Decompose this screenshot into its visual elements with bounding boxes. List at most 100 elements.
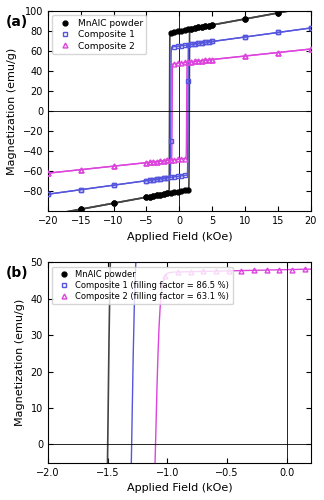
- Composite 1 (filling factor = 86.5 %): [252, 206, 256, 212]
- MnAlC powder: [163, 154, 167, 160]
- Composite 2: [176, 60, 179, 66]
- Y-axis label: Magnetization (emu/g): Magnetization (emu/g): [7, 48, 17, 174]
- MnAlC powder: [155, 192, 159, 198]
- Composite 1: [112, 182, 116, 188]
- Composite 1: [162, 176, 166, 182]
- Composite 1: [203, 40, 207, 46]
- MnAlC powder: [179, 28, 183, 34]
- Composite 2: [203, 58, 207, 64]
- Composite 2: [148, 160, 152, 166]
- MnAlC powder: [203, 23, 207, 29]
- MnAlC powder: [112, 200, 116, 206]
- Composite 1 (filling factor = 86.5 %): [163, 208, 167, 214]
- Composite 1: [179, 43, 183, 49]
- Composite 1: [79, 186, 83, 192]
- Composite 2: [190, 58, 193, 64]
- MnAlC powder: [158, 192, 162, 198]
- Composite 2 (filling factor = 63.1 %): [163, 273, 167, 279]
- Line: Composite 2 (filling factor = 63.1 %): Composite 2 (filling factor = 63.1 %): [99, 267, 307, 500]
- MnAlC powder: [243, 16, 247, 22]
- Composite 2: [169, 157, 173, 163]
- MnAlC powder: [227, 152, 231, 158]
- Composite 2: [193, 58, 197, 64]
- MnAlC powder: [145, 194, 148, 200]
- Composite 2: [243, 53, 247, 59]
- Composite 2: [179, 60, 183, 66]
- Composite 2 (filling factor = 63.1 %): [290, 266, 294, 272]
- Composite 1: [145, 178, 148, 184]
- X-axis label: Applied Field (kOe): Applied Field (kOe): [127, 483, 232, 493]
- Composite 2: [172, 60, 176, 66]
- Composite 2 (filling factor = 63.1 %): [227, 268, 231, 274]
- X-axis label: Applied Field (kOe): Applied Field (kOe): [127, 232, 232, 241]
- Line: Composite 1: Composite 1: [45, 26, 313, 196]
- MnAlC powder: [169, 30, 173, 36]
- Composite 2: [186, 59, 190, 65]
- Composite 1: [210, 38, 214, 44]
- MnAlC powder: [276, 10, 280, 16]
- Composite 1: [165, 175, 169, 181]
- Composite 2: [46, 170, 50, 176]
- Composite 1 (filling factor = 86.5 %): [151, 208, 155, 214]
- Composite 1: [186, 42, 190, 48]
- Composite 1 (filling factor = 86.5 %): [303, 204, 307, 210]
- Composite 2 (filling factor = 63.1 %): [252, 268, 256, 274]
- Legend: MnAlC powder, Composite 1 (filling factor = 86.5 %), Composite 2 (filling factor: MnAlC powder, Composite 1 (filling facto…: [52, 266, 233, 304]
- Composite 2: [145, 160, 148, 166]
- MnAlC powder: [79, 206, 83, 212]
- Composite 1: [183, 42, 187, 48]
- MnAlC powder: [290, 150, 294, 156]
- MnAlC powder: [138, 156, 142, 162]
- Composite 1: [190, 42, 193, 48]
- Composite 2: [158, 158, 162, 164]
- MnAlC powder: [148, 194, 152, 200]
- MnAlC powder: [125, 156, 129, 162]
- Composite 2: [207, 57, 211, 63]
- Line: MnAlC powder: MnAlC powder: [99, 150, 307, 500]
- Composite 1 (filling factor = 86.5 %): [290, 204, 294, 210]
- MnAlC powder: [201, 153, 205, 159]
- MnAlC powder: [183, 27, 187, 33]
- Composite 1 (filling factor = 86.5 %): [278, 205, 282, 211]
- Composite 1: [151, 177, 155, 183]
- Composite 2: [165, 158, 169, 164]
- MnAlC powder: [207, 22, 211, 28]
- MnAlC powder: [186, 26, 190, 32]
- MnAlC powder: [239, 152, 243, 158]
- MnAlC powder: [162, 191, 166, 197]
- MnAlC powder: [200, 24, 204, 30]
- Composite 2: [162, 158, 166, 164]
- MnAlC powder: [193, 25, 197, 31]
- Composite 1: [243, 34, 247, 40]
- Composite 2 (filling factor = 63.1 %): [201, 268, 205, 274]
- Composite 2: [79, 166, 83, 172]
- Composite 2: [200, 58, 204, 64]
- Composite 1: [169, 138, 173, 144]
- Composite 1: [207, 39, 211, 45]
- Composite 1 (filling factor = 86.5 %): [189, 208, 192, 214]
- Composite 2: [196, 58, 200, 64]
- Composite 2 (filling factor = 63.1 %): [265, 267, 269, 273]
- MnAlC powder: [151, 155, 155, 161]
- Composite 1: [155, 176, 159, 182]
- Composite 2: [183, 60, 187, 66]
- MnAlC powder: [265, 151, 269, 157]
- Composite 1: [309, 25, 313, 31]
- MnAlC powder: [176, 154, 180, 160]
- Composite 1 (filling factor = 86.5 %): [227, 206, 231, 212]
- Composite 1: [46, 191, 50, 197]
- Composite 1 (filling factor = 86.5 %): [201, 207, 205, 213]
- Composite 1 (filling factor = 86.5 %): [265, 206, 269, 212]
- Legend: MnAlC powder, Composite 1, Composite 2: MnAlC powder, Composite 1, Composite 2: [52, 16, 146, 54]
- MnAlC powder: [303, 150, 307, 156]
- Composite 1: [148, 177, 152, 183]
- MnAlC powder: [196, 24, 200, 30]
- MnAlC powder: [189, 154, 192, 160]
- MnAlC powder: [151, 193, 155, 199]
- Composite 2: [112, 163, 116, 169]
- MnAlC powder: [165, 190, 169, 196]
- Composite 2 (filling factor = 63.1 %): [189, 268, 192, 274]
- Composite 1 (filling factor = 86.5 %): [138, 216, 142, 222]
- Composite 1: [172, 44, 176, 50]
- Composite 1: [158, 176, 162, 182]
